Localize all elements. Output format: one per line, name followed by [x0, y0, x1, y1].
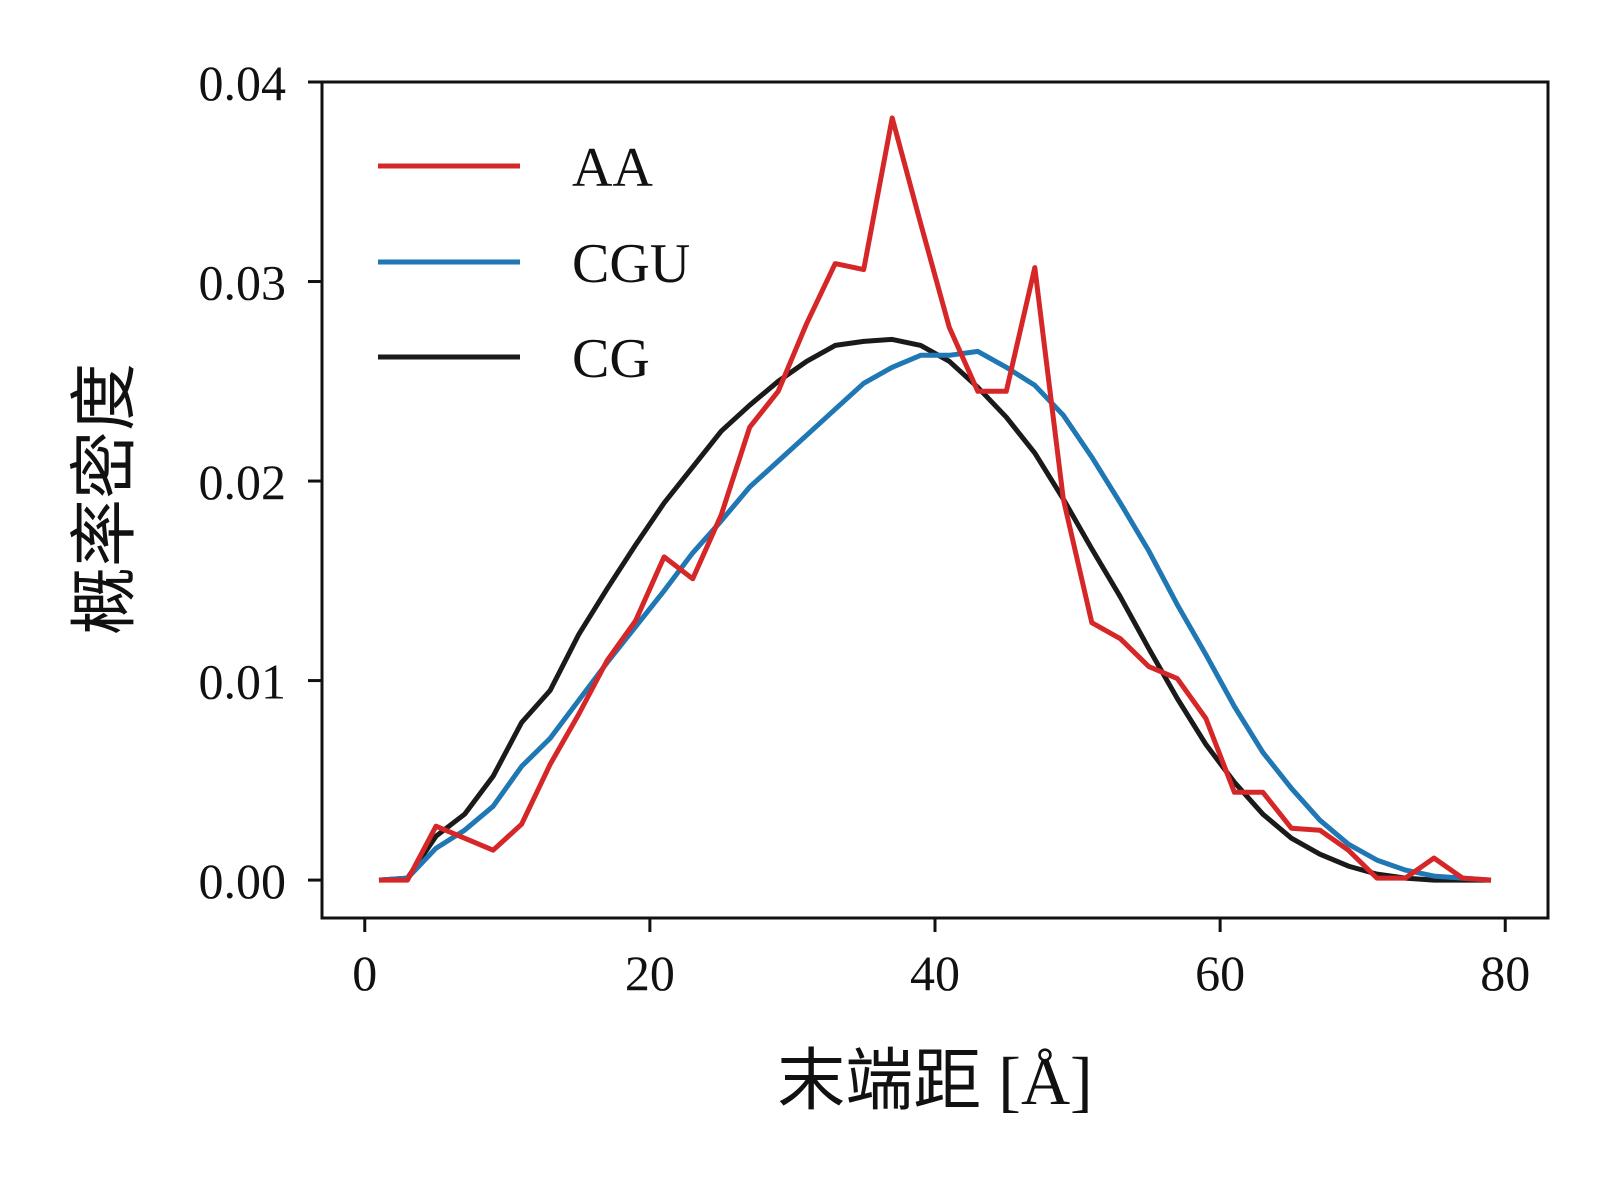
series-line-cgu	[378, 348, 1492, 883]
x-tick-label: 0	[352, 945, 377, 1001]
legend-label-cg: CG	[572, 328, 650, 390]
y-tick-label: 0.01	[199, 654, 287, 710]
series-layer	[378, 115, 1492, 883]
x-tick-label: 20	[625, 945, 675, 1001]
y-tick-label: 0.00	[199, 853, 287, 909]
y-tick-label: 0.04	[199, 55, 287, 111]
x-axis-title: 末端距 [Å]	[777, 1043, 1092, 1119]
y-tick-label: 0.02	[199, 454, 287, 510]
axis-layer: 0 20 40 60 80 0.00 0.01 0.02 0.03 0.04	[199, 55, 1550, 1001]
legend: AA CGU CG	[378, 137, 690, 390]
legend-label-aa: AA	[572, 137, 653, 199]
x-tick-label: 40	[910, 945, 960, 1001]
y-axis-title: 概率密度	[67, 363, 143, 635]
x-tick-label: 80	[1480, 945, 1530, 1001]
x-tick-label: 60	[1195, 945, 1245, 1001]
y-tick-label: 0.03	[199, 255, 287, 311]
series-line-aa	[379, 115, 1492, 883]
legend-label-cgu: CGU	[572, 233, 690, 295]
